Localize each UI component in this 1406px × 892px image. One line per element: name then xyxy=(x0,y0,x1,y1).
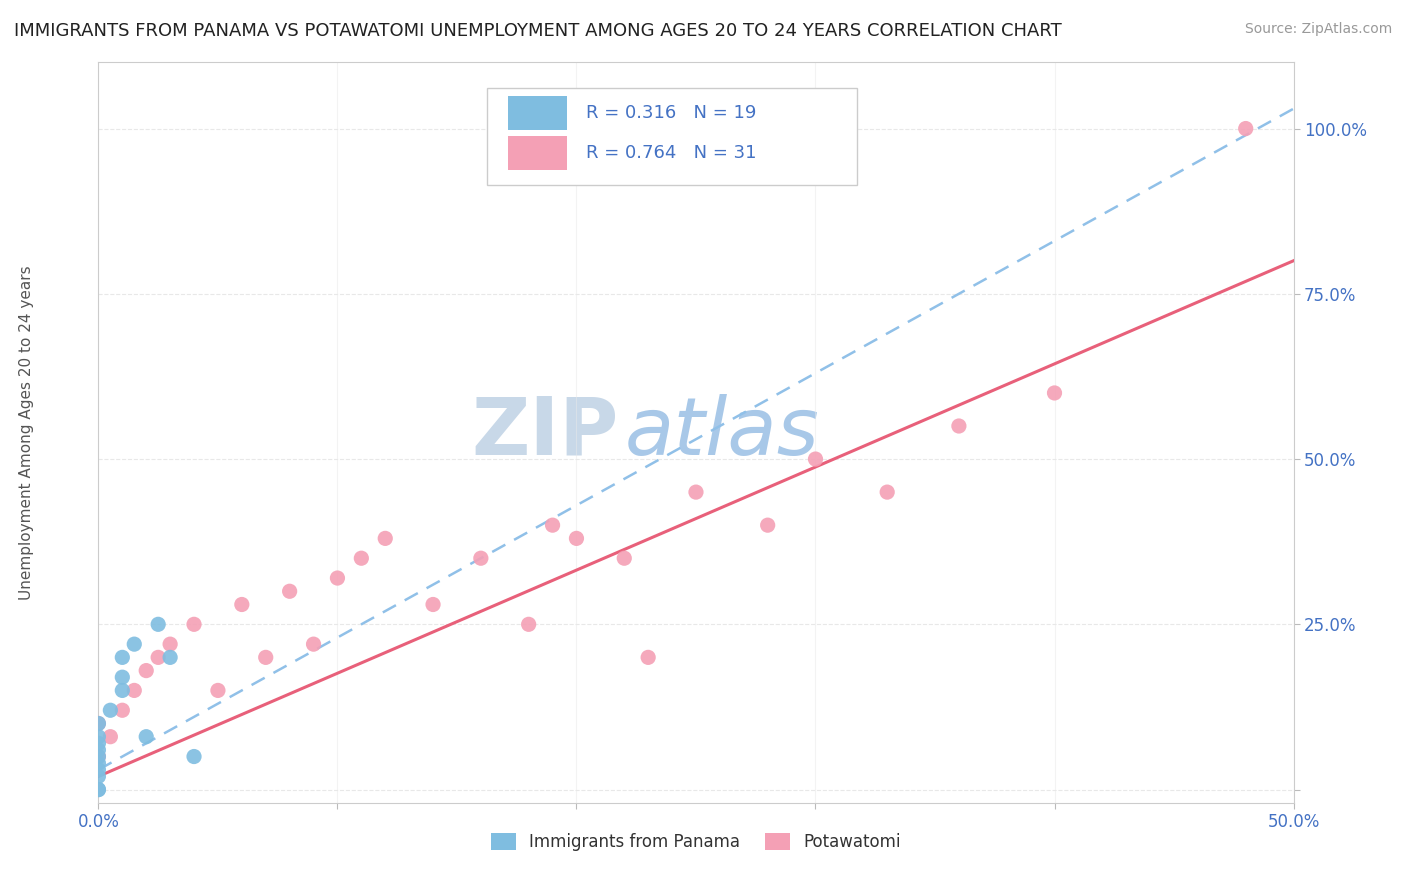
Point xyxy=(111,683,134,698)
Point xyxy=(948,419,970,434)
Point xyxy=(87,782,110,797)
Point xyxy=(87,763,110,777)
Point xyxy=(111,670,134,684)
Point xyxy=(804,452,827,467)
Point xyxy=(350,551,373,566)
Point xyxy=(135,730,157,744)
Point xyxy=(517,617,540,632)
Point xyxy=(541,518,564,533)
Text: ZIP: ZIP xyxy=(471,393,619,472)
FancyBboxPatch shape xyxy=(509,95,567,130)
Point xyxy=(98,703,122,717)
Point xyxy=(148,617,170,632)
Point xyxy=(231,598,253,612)
Point xyxy=(613,551,636,566)
Point xyxy=(87,743,110,757)
Point xyxy=(98,730,122,744)
Point xyxy=(87,736,110,750)
Point xyxy=(87,769,110,783)
Point xyxy=(159,650,181,665)
Point xyxy=(254,650,277,665)
Point xyxy=(302,637,325,651)
Legend: Immigrants from Panama, Potawatomi: Immigrants from Panama, Potawatomi xyxy=(484,826,908,857)
Point xyxy=(207,683,229,698)
Point xyxy=(470,551,492,566)
Text: atlas: atlas xyxy=(624,393,820,472)
Point xyxy=(326,571,349,585)
Point xyxy=(124,637,146,651)
Text: Unemployment Among Ages 20 to 24 years: Unemployment Among Ages 20 to 24 years xyxy=(20,265,34,600)
Point xyxy=(183,617,205,632)
Point xyxy=(565,532,588,546)
Point xyxy=(876,485,898,500)
Point xyxy=(374,532,396,546)
Point xyxy=(111,650,134,665)
Point xyxy=(159,637,181,651)
FancyBboxPatch shape xyxy=(486,88,858,185)
Point xyxy=(87,749,110,764)
Point xyxy=(87,730,110,744)
Text: R = 0.764   N = 31: R = 0.764 N = 31 xyxy=(586,144,756,161)
Point xyxy=(637,650,659,665)
Point xyxy=(685,485,707,500)
Point xyxy=(1043,386,1066,401)
Point xyxy=(124,683,146,698)
Point xyxy=(1234,121,1257,136)
FancyBboxPatch shape xyxy=(509,136,567,169)
Point xyxy=(87,756,110,771)
Point xyxy=(87,716,110,731)
Point xyxy=(148,650,170,665)
Point xyxy=(278,584,301,599)
Point xyxy=(87,749,110,764)
Point xyxy=(183,749,205,764)
Point xyxy=(87,716,110,731)
Point xyxy=(87,782,110,797)
Point xyxy=(422,598,444,612)
Text: Source: ZipAtlas.com: Source: ZipAtlas.com xyxy=(1244,22,1392,37)
Text: IMMIGRANTS FROM PANAMA VS POTAWATOMI UNEMPLOYMENT AMONG AGES 20 TO 24 YEARS CORR: IMMIGRANTS FROM PANAMA VS POTAWATOMI UNE… xyxy=(14,22,1062,40)
Text: R = 0.316   N = 19: R = 0.316 N = 19 xyxy=(586,103,756,122)
Point xyxy=(135,664,157,678)
Point xyxy=(111,703,134,717)
Point xyxy=(756,518,779,533)
